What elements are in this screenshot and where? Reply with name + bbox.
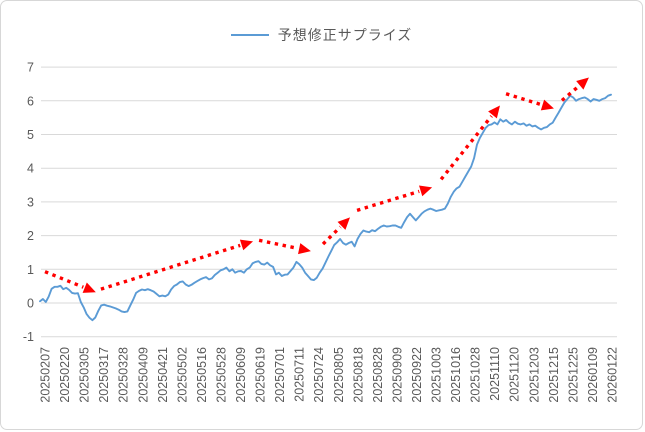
y-axis-tick-label: 5	[27, 128, 34, 142]
x-axis-tick-label: 20250528	[214, 347, 228, 403]
x-axis-tick-label: 20250828	[371, 347, 385, 403]
x-axis-tick-label: 20250922	[410, 347, 424, 403]
x-axis-tick-label: 20250609	[234, 347, 248, 403]
trend-arrows	[44, 77, 589, 293]
trend-arrow-head	[298, 243, 311, 255]
x-axis-tick-label: 20260122	[606, 347, 620, 403]
trend-arrow-head	[488, 105, 500, 119]
trend-arrow-head	[540, 99, 554, 111]
trend-arrow-head	[82, 282, 96, 293]
gridlines	[41, 66, 617, 338]
y-axis-tick-label: -1	[23, 330, 34, 344]
y-axis-tick-label: 7	[27, 61, 34, 75]
x-axis-tick-label: 20250421	[156, 347, 170, 403]
x-axis-tick-label: 20251028	[469, 347, 483, 403]
y-axis-tick-label: 6	[27, 94, 34, 108]
x-axis-tick-label: 20250805	[332, 347, 346, 403]
trend-arrow-shaft	[100, 243, 241, 291]
chart-legend[interactable]: 予想修正サプライズ	[1, 25, 642, 45]
x-axis-tick-label: 20250305	[78, 347, 92, 403]
x-axis-tick-label: 20250220	[58, 347, 72, 403]
y-axis-tick-label: 1	[27, 263, 34, 277]
x-axis-tick-label: 20250317	[97, 347, 111, 403]
y-axis-tick-label: 0	[27, 297, 34, 311]
x-axis-tick-label: 20250701	[273, 347, 287, 403]
x-axis-tick-label: 20250502	[175, 347, 189, 403]
y-axis-tick-label: 3	[27, 195, 34, 209]
y-axis-tick-label: 2	[27, 229, 34, 243]
x-axis-tick-label: 20250328	[117, 347, 131, 403]
x-axis-tick-label: 20250207	[39, 347, 53, 403]
trend-arrow-head	[239, 239, 254, 251]
trend-arrow-head	[419, 185, 433, 197]
legend-line-swatch	[230, 34, 269, 36]
trend-arrow-head	[337, 217, 351, 230]
trend-arrow-shaft	[356, 189, 420, 212]
trend-arrow-head	[576, 77, 589, 90]
x-axis-tick-label: 20250909	[390, 347, 404, 403]
x-axis-tick-label: 20250724	[312, 347, 326, 403]
series-line	[39, 93, 612, 322]
trend-arrow-shaft	[560, 84, 580, 102]
x-axis-tick-label: 20251016	[449, 347, 463, 403]
x-axis-tick-label: 20251120	[508, 347, 522, 402]
x-axis-tick-label: 20260109	[586, 347, 600, 403]
x-axis-tick-label: 20250711	[293, 347, 307, 402]
x-axis-tick-label: 20251203	[527, 347, 541, 403]
x-axis-tick-label: 20250516	[195, 347, 209, 403]
x-axis-tick-label: 20251110	[488, 347, 502, 401]
y-axis-tick-label: 4	[27, 162, 34, 176]
x-axis-tick-labels: 20250207 20250220 20250305 20250317 20250328…	[39, 347, 620, 403]
x-axis-tick-label: 20251003	[430, 347, 444, 403]
trend-arrow-shaft	[44, 270, 84, 289]
trend-arrow-shaft	[439, 115, 493, 181]
x-axis-tick-label: 20250818	[351, 347, 365, 403]
x-axis-tick-label: 20251215	[547, 347, 561, 403]
trend-arrow-shaft	[258, 238, 299, 251]
x-axis-tick-label: 20250409	[136, 347, 150, 403]
trend-arrow-shaft	[505, 92, 542, 107]
x-axis-tick-label: 20251225	[566, 347, 580, 403]
x-axis-tick-label: 20250619	[254, 347, 268, 403]
y-axis-tick-labels: -1 0 1 2 3 4 5 6 7	[23, 61, 34, 345]
legend-series-label: 予想修正サプライズ	[277, 27, 413, 43]
